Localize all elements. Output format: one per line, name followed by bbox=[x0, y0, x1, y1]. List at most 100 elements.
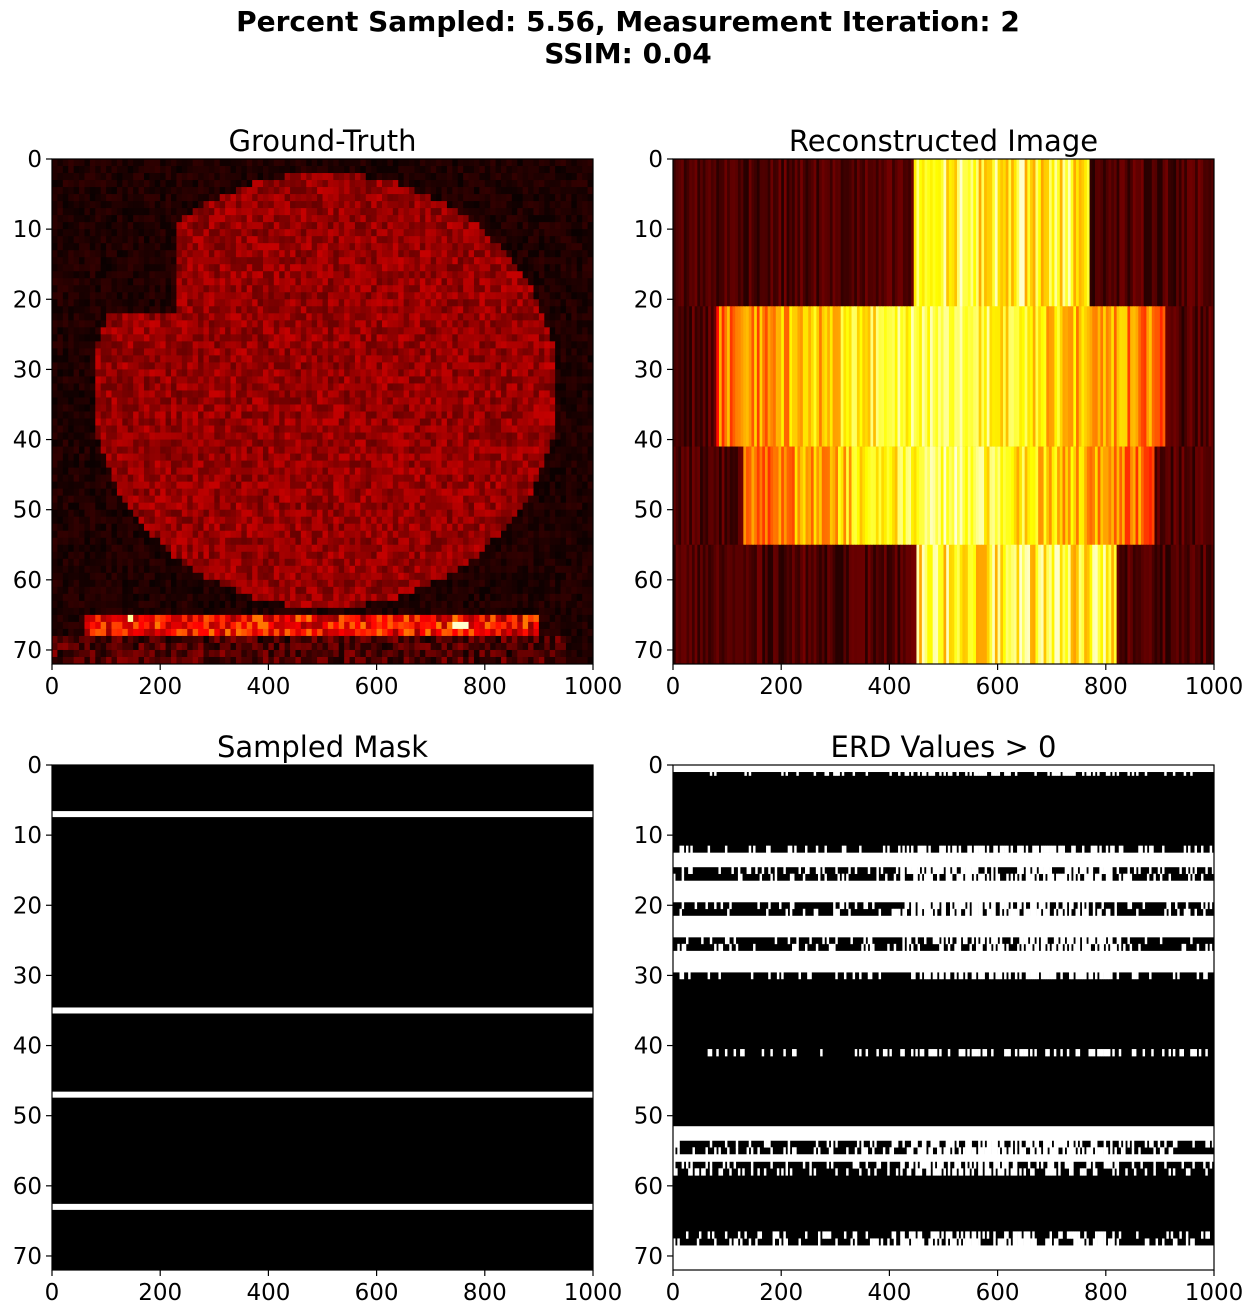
erd-speck bbox=[1112, 1231, 1115, 1239]
erd-speck bbox=[971, 866, 975, 875]
erd-speck bbox=[794, 1049, 797, 1057]
erd-speck bbox=[809, 936, 812, 945]
recon-cell bbox=[1094, 159, 1099, 307]
erd-speck bbox=[835, 1168, 838, 1176]
erd-speck bbox=[880, 1238, 884, 1246]
recon-cell bbox=[970, 544, 974, 664]
erd-speck bbox=[1069, 866, 1072, 875]
erd-speck bbox=[978, 768, 981, 776]
erd-speck bbox=[943, 1147, 946, 1155]
recon-cell bbox=[908, 446, 912, 546]
recon-cell bbox=[1138, 159, 1142, 307]
erd-speck bbox=[921, 866, 925, 875]
erd-speck bbox=[1172, 1168, 1176, 1176]
erd-speck bbox=[1066, 1161, 1070, 1169]
recon-cell bbox=[1208, 446, 1212, 546]
recon-cell bbox=[840, 446, 844, 546]
erd-speck bbox=[1107, 1238, 1111, 1246]
erd-speck bbox=[1151, 845, 1154, 853]
erd-speck bbox=[956, 901, 959, 910]
erd-speck bbox=[817, 1147, 821, 1155]
erd-speck bbox=[1131, 1049, 1135, 1057]
erd-speck bbox=[1049, 866, 1052, 875]
ground-truth-image bbox=[52, 159, 593, 664]
erd-speck bbox=[837, 908, 840, 917]
recon-cell bbox=[1157, 446, 1161, 546]
erd-speck bbox=[1045, 1147, 1048, 1155]
erd-speck bbox=[1004, 1161, 1007, 1169]
erd-speck bbox=[960, 1231, 964, 1239]
erd-speck bbox=[900, 1238, 903, 1246]
recon-cell bbox=[1021, 544, 1026, 664]
recon-cell bbox=[783, 306, 788, 447]
recon-cell bbox=[948, 159, 953, 307]
erd-speck bbox=[973, 845, 977, 853]
erd-speck bbox=[679, 845, 682, 853]
recon-cell bbox=[975, 446, 980, 546]
erd-speck bbox=[1014, 1049, 1018, 1057]
erd-speck bbox=[1019, 1168, 1022, 1176]
recon-cell bbox=[1173, 159, 1177, 307]
erd-speck bbox=[1014, 1147, 1018, 1155]
recon-cell bbox=[921, 544, 926, 664]
recon-cell bbox=[1197, 306, 1201, 447]
recon-cell bbox=[943, 306, 947, 447]
recon-cell bbox=[1113, 159, 1118, 307]
erd-speck bbox=[1053, 908, 1057, 917]
erd-speck bbox=[1144, 845, 1148, 853]
erd-speck bbox=[997, 1147, 1001, 1155]
erd-speck bbox=[1105, 866, 1109, 875]
erd-speck bbox=[906, 1238, 910, 1246]
recon-cell bbox=[967, 446, 972, 546]
recon-cell bbox=[1165, 446, 1169, 546]
erd-speck bbox=[1051, 1147, 1055, 1155]
erd-speck bbox=[848, 908, 851, 917]
erd-speck bbox=[1190, 936, 1193, 945]
erd-speck bbox=[919, 971, 923, 980]
recon-cell bbox=[1057, 159, 1061, 307]
erd-speck bbox=[714, 768, 717, 776]
erd-speck bbox=[967, 1140, 970, 1148]
erd-speck bbox=[703, 1168, 706, 1176]
erd-speck bbox=[727, 1161, 730, 1169]
sampled-row bbox=[52, 1203, 593, 1210]
erd-speck bbox=[967, 1147, 970, 1155]
erd-speck bbox=[813, 1147, 817, 1155]
erd-speck bbox=[1006, 943, 1009, 952]
recon-cell bbox=[729, 446, 734, 546]
recon-cell bbox=[1168, 159, 1172, 307]
erd-speck bbox=[1025, 1140, 1029, 1148]
recon-cell bbox=[1205, 446, 1210, 546]
erd-speck bbox=[1019, 1049, 1022, 1057]
recon-cell bbox=[805, 544, 809, 664]
erd-speck bbox=[1053, 1049, 1057, 1057]
erd-speck bbox=[915, 873, 918, 882]
erd-speck bbox=[1118, 943, 1122, 952]
erd-speck bbox=[1064, 873, 1068, 882]
erd-speck bbox=[1107, 768, 1111, 776]
erd-speck bbox=[1112, 1049, 1115, 1057]
erd-speck bbox=[1192, 1140, 1195, 1148]
recon-cell bbox=[1189, 306, 1193, 447]
erd-speck bbox=[1001, 845, 1005, 853]
erd-speck bbox=[939, 1238, 942, 1246]
erd-speck bbox=[902, 908, 905, 917]
recon-cell bbox=[1030, 446, 1034, 546]
erd-speck bbox=[737, 866, 741, 875]
erd-speck bbox=[999, 971, 1003, 980]
erd-speck bbox=[774, 936, 778, 945]
erd-speck bbox=[1064, 1140, 1068, 1148]
recon-cell bbox=[1046, 159, 1050, 307]
recon-cell bbox=[1035, 446, 1039, 546]
ground_truth-ytick-label: 40 bbox=[13, 428, 42, 454]
erd-speck bbox=[1010, 936, 1014, 945]
recon-cell bbox=[1019, 159, 1023, 307]
erd-speck bbox=[1097, 1049, 1100, 1057]
recon-cell bbox=[835, 159, 839, 307]
erd-speck bbox=[766, 1140, 769, 1148]
erd-speck bbox=[941, 936, 944, 945]
erd-speck bbox=[945, 1231, 949, 1239]
erd-speck bbox=[993, 943, 996, 952]
erd-speck bbox=[1123, 1140, 1126, 1148]
erd-speck bbox=[973, 1049, 977, 1057]
